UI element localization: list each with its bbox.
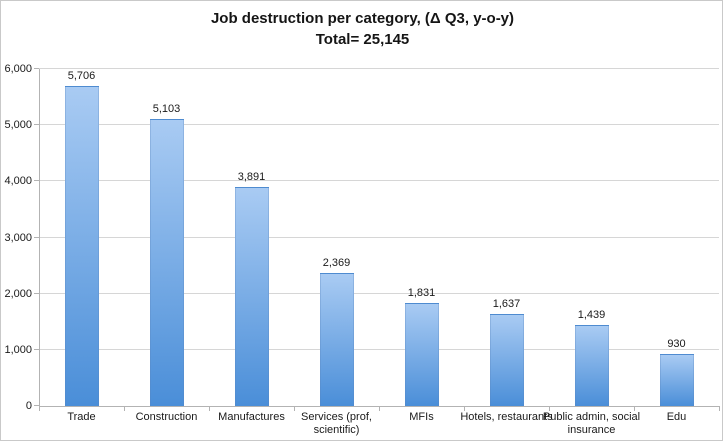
- bar-3: [319, 272, 354, 406]
- x-axis-label-6-line-0: Public admin, social: [542, 411, 641, 423]
- gridline-4000: [39, 180, 719, 182]
- x-axis-label-5-line-0: Hotels, restaurants: [460, 411, 553, 423]
- x-tick-5: [464, 407, 465, 411]
- bar-slot-5: 1,637: [464, 69, 549, 406]
- x-tick-6: [549, 407, 550, 411]
- x-axis-label-4: MFIs: [369, 411, 474, 424]
- bar-slot-0: 5,706: [39, 69, 124, 406]
- y-axis-label-4000: 4,000: [4, 175, 32, 188]
- x-tick-2: [209, 407, 210, 411]
- bar-7: [659, 353, 694, 406]
- x-axis-line: [39, 406, 720, 407]
- x-axis-label-7-line-0: Edu: [666, 411, 687, 423]
- chart-title-line2: Total= 25,145: [315, 31, 410, 48]
- chart-title-line1: Job destruction per category, (Δ Q3, y-o…: [210, 10, 515, 27]
- bar-2: [234, 187, 269, 406]
- x-axis-label-1-line-0: Construction: [135, 411, 198, 423]
- gridline-1000: [39, 348, 719, 350]
- x-axis-label-4-line-0: MFIs: [409, 411, 434, 423]
- bar-value-label-1: 5,103: [152, 103, 181, 116]
- bar-slot-4: 1,831: [379, 69, 464, 406]
- x-axis-label-0: Trade: [29, 411, 134, 424]
- gridline-5000: [39, 124, 719, 126]
- x-tick-7: [634, 407, 635, 411]
- bar-value-label-2: 3,891: [237, 171, 266, 184]
- gridline-2000: [39, 292, 719, 294]
- bar-slot-2: 3,891: [209, 69, 294, 406]
- bar-0: [64, 85, 99, 406]
- x-tick-3: [294, 407, 295, 411]
- y-tick-2000: [34, 292, 39, 294]
- y-tick-5000: [34, 124, 39, 126]
- y-tick-0: [34, 405, 39, 406]
- x-axis-label-7: Edu: [624, 411, 722, 424]
- x-axis-label-3-line-0: Services (prof,: [301, 411, 372, 423]
- x-axis-label-3-line-1: scientific): [313, 424, 360, 436]
- x-axis-label-1: Construction: [114, 411, 219, 424]
- x-axis-label-6: Public admin, social insurance: [539, 411, 644, 437]
- x-axis-label-0-line-0: Trade: [67, 411, 96, 423]
- y-tick-6000: [34, 68, 39, 69]
- bar-value-label-4: 1,831: [407, 287, 436, 300]
- bar-6: [574, 325, 609, 406]
- y-tick-4000: [34, 180, 39, 182]
- bar-value-label-5: 1,637: [492, 298, 521, 311]
- y-axis-label-5000: 5,000: [4, 119, 32, 132]
- bar-4: [404, 303, 439, 406]
- y-axis-label-3000: 3,000: [4, 231, 32, 244]
- bar-value-label-3: 2,369: [322, 256, 351, 269]
- bar-value-label-6: 1,439: [577, 309, 606, 322]
- bar-5: [489, 314, 524, 406]
- bar-slot-6: 1,439: [549, 69, 634, 406]
- x-axis-label-5: Hotels, restaurants: [454, 411, 559, 424]
- x-tick-4: [379, 407, 380, 411]
- y-tick-1000: [34, 348, 39, 350]
- x-axis-label-2-line-0: Manufactures: [218, 411, 285, 423]
- x-axis-label-3: Services (prof, scientific): [284, 411, 389, 437]
- bar-slot-3: 2,369: [294, 69, 379, 406]
- y-axis-label-6000: 6,000: [4, 63, 32, 75]
- y-axis-label-2000: 2,000: [4, 287, 32, 300]
- bar-slot-1: 5,103: [124, 69, 209, 406]
- bar-value-label-0: 5,706: [67, 69, 96, 82]
- chart-title: Job destruction per category, (Δ Q3, y-o…: [1, 8, 722, 50]
- bar-1: [149, 119, 184, 406]
- bar-value-label-7: 930: [667, 337, 686, 350]
- bar-slot-7: 930: [634, 69, 719, 406]
- y-tick-3000: [34, 236, 39, 238]
- x-tick-1: [124, 407, 125, 411]
- x-tick-0: [39, 407, 40, 411]
- y-axis-line: [39, 69, 40, 407]
- y-axis-label-1000: 1,000: [4, 343, 32, 356]
- y-axis-label-0: 0: [25, 400, 32, 412]
- x-axis-label-2: Manufactures: [199, 411, 304, 424]
- x-tick-8: [719, 407, 720, 411]
- gridline-3000: [39, 236, 719, 238]
- plot-area: 5,706 5,103 3,891 2,369 1,831 1,637 1,439 930: [39, 68, 719, 406]
- x-axis-label-6-line-1: insurance: [567, 424, 616, 436]
- gridline-6000: [39, 68, 719, 69]
